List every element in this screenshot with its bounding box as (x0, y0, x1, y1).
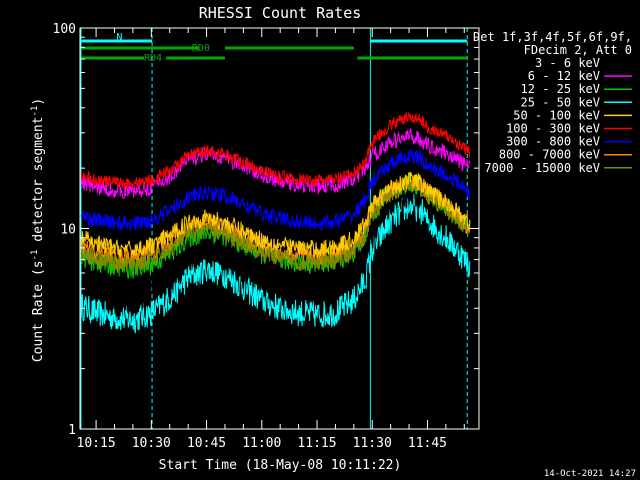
x-tick-label: 10:15 (77, 436, 116, 451)
legend-label-5: 100 - 300 keV (506, 122, 600, 136)
flag-label-rd4: RD4 (144, 53, 162, 64)
legend-label-6: 300 - 800 keV (506, 135, 600, 149)
x-axis-label: Start Time (18-May-08 10:11:22) (159, 458, 402, 473)
x-tick-label: 10:45 (187, 436, 226, 451)
legend-label-1: 6 - 12 keV (528, 69, 600, 83)
x-tick-label: 10:30 (132, 436, 171, 451)
y-axis-label: Count Rate (s-1 detector segment-1) (30, 98, 46, 362)
y-tick-label: 10 (60, 223, 76, 238)
x-tick-label: 11:30 (353, 436, 392, 451)
series-line-4 (80, 171, 471, 258)
x-tick-label: 11:15 (297, 436, 336, 451)
y-tick-label: 100 (53, 22, 76, 37)
footer-timestamp: 14-Oct-2021 14:27 (544, 469, 636, 479)
legend-label-7: 800 - 7000 keV (499, 148, 600, 162)
x-tick-label: 11:00 (242, 436, 281, 451)
legend-header-line-1: Det 1f,3f,4f,5f,6f,9f, (473, 30, 632, 44)
flag-label-rd0: RD0 (192, 43, 210, 54)
axis-ticks: 100 10 110:15 10:30 10:45 11:00 11:15 11:30 11:4… (53, 22, 479, 451)
series-line-5 (80, 112, 471, 189)
legend-label-2: 12 - 25 keV (521, 82, 600, 96)
legend-label-0: 3 - 6 keV (535, 56, 600, 70)
legend-label-3: 25 - 50 keV (521, 95, 600, 109)
y-tick-label: 1 (68, 423, 76, 438)
legend-header-line-2: FDecim 2, Att 0 (524, 43, 632, 57)
flag-label-n: N (116, 32, 122, 43)
legend-label-8: 7000 - 15000 keV (484, 161, 600, 175)
legend: Det 1f,3f,4f,5f,6f,9f, FDecim 2, Att 0 3… (473, 30, 632, 175)
chart-title: RHESSI Count Rates (199, 4, 362, 22)
series-line-0 (80, 170, 471, 311)
series-line-6 (80, 148, 471, 232)
legend-label-4: 50 - 100 keV (513, 108, 600, 122)
x-tick-label: 11:45 (408, 436, 447, 451)
